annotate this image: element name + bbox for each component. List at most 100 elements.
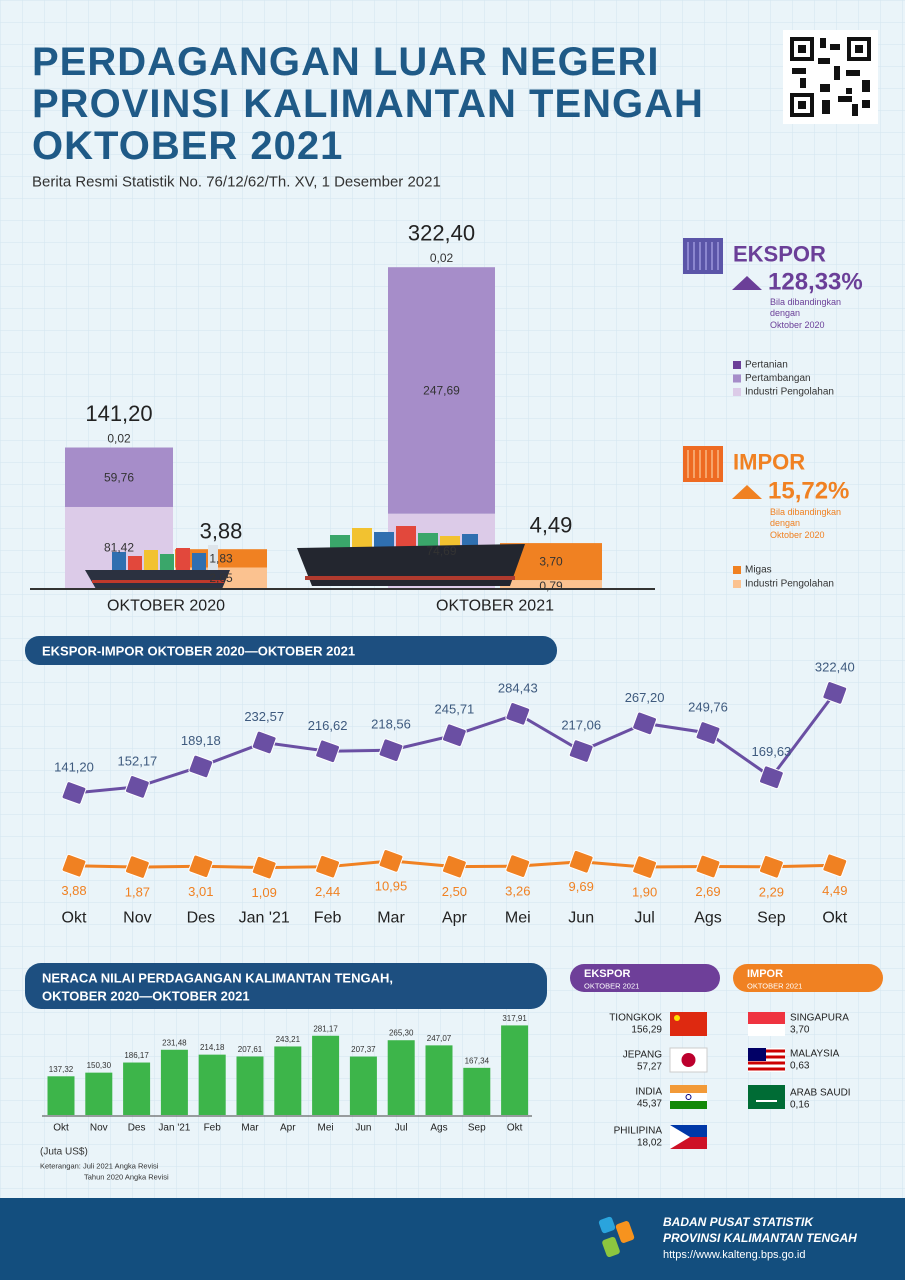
country-value: 3,70	[790, 1025, 810, 1036]
bar	[387, 1040, 415, 1115]
point-marker	[568, 849, 594, 874]
decoration	[838, 96, 852, 102]
unit-note: (Juta US$)	[40, 1147, 88, 1158]
decoration	[396, 526, 416, 548]
x-tick-label: Okt	[507, 1123, 523, 1134]
point-label: 141,20	[54, 759, 94, 774]
country-name: JEPANG	[623, 1050, 662, 1061]
bar	[160, 1049, 188, 1115]
decoration	[792, 68, 806, 74]
country-value: 0,63	[790, 1061, 810, 1072]
decoration	[846, 70, 860, 76]
flag	[674, 1015, 680, 1021]
section-banner	[25, 636, 557, 665]
decoration	[112, 552, 126, 570]
country-name: TIONGKOK	[609, 1013, 662, 1024]
decoration	[352, 528, 372, 548]
decoration	[160, 554, 174, 570]
partner-period: OKTOBER 2021	[747, 982, 802, 991]
decoration	[798, 101, 806, 109]
x-tick-label: Jul	[634, 910, 654, 927]
point-marker	[441, 854, 467, 879]
legend-label: Pertanian	[745, 360, 788, 371]
summary-note: Oktober 2020	[770, 320, 825, 330]
decoration	[800, 78, 806, 88]
footer-band	[0, 1198, 905, 1280]
container-icon	[687, 242, 719, 270]
container-icon	[683, 238, 723, 274]
country-name: MALAYSIA	[790, 1049, 840, 1060]
decoration	[846, 88, 852, 94]
flag	[670, 1101, 707, 1109]
point-label: 189,18	[181, 733, 221, 748]
point-marker	[505, 702, 531, 726]
summary-label: IMPOR	[733, 450, 805, 475]
decoration	[820, 84, 830, 92]
country-value: 45,37	[637, 1099, 662, 1110]
point-label: 245,71	[435, 702, 475, 717]
qr-code	[783, 30, 878, 124]
partner-period: OKTOBER 2021	[584, 982, 639, 991]
decoration	[208, 545, 218, 570]
flag	[748, 1012, 785, 1024]
summary-note: Oktober 2020	[770, 530, 825, 540]
decoration	[176, 548, 190, 570]
x-tick-label: Jun	[355, 1123, 371, 1134]
decoration	[820, 38, 826, 48]
decoration	[297, 544, 525, 586]
point-marker	[61, 853, 87, 878]
legend-label: Pertambangan	[745, 373, 811, 384]
remark: Keterangan: Juli 2021 Angka Revisi	[40, 1162, 159, 1171]
x-tick-label: Nov	[90, 1123, 108, 1134]
point-label: 1,87	[125, 885, 150, 900]
country-name: PHILIPINA	[614, 1126, 663, 1137]
point-label: 249,76	[688, 699, 728, 714]
point-label: 4,49	[822, 883, 847, 898]
flag	[756, 1100, 777, 1102]
point-label: 169,63	[752, 744, 792, 759]
decoration	[192, 553, 206, 570]
flag	[681, 1053, 696, 1067]
chart-title: NERACA NILAI PERDAGANGAN KALIMANTAN TENG…	[42, 971, 393, 986]
point-marker	[695, 721, 721, 745]
category-label: OKTOBER 2020	[107, 598, 225, 615]
footer-org: BADAN PUSAT STATISTIK	[663, 1215, 814, 1229]
point-label: 2,50	[442, 884, 467, 899]
segment-label: 0,02	[430, 251, 454, 265]
segment-label: 0,79	[539, 579, 563, 593]
decoration	[830, 44, 840, 50]
flag	[670, 1125, 690, 1149]
legend-swatch	[733, 361, 741, 369]
header: PERDAGANGAN LUAR NEGERI PROVINSI KALIMAN…	[32, 40, 703, 168]
point-marker	[378, 849, 404, 873]
decoration	[855, 45, 863, 53]
country-value: 0,16	[790, 1100, 810, 1111]
point-marker	[505, 854, 531, 878]
x-tick-label: Mei	[505, 910, 531, 927]
title-line: OKTOBER 2021	[32, 124, 343, 168]
point-marker	[315, 854, 341, 879]
bar	[312, 1035, 340, 1115]
point-label: 267,20	[625, 690, 665, 705]
summary-change: 15,72%	[768, 478, 849, 505]
bar	[47, 1076, 75, 1115]
point-label: 2,69	[695, 884, 720, 899]
decoration	[92, 580, 224, 583]
x-tick-label: Sep	[468, 1123, 486, 1134]
country-name: ARAB SAUDI	[790, 1088, 851, 1099]
x-tick-label: Mar	[241, 1123, 259, 1134]
footer-url: https://www.kalteng.bps.go.id	[663, 1249, 805, 1261]
point-marker	[61, 781, 87, 805]
decoration	[440, 536, 460, 548]
point-marker	[695, 854, 721, 879]
bar-label: 186,17	[124, 1051, 149, 1060]
summary-label: EKSPOR	[733, 242, 826, 267]
decoration	[602, 1236, 620, 1258]
bps-logo	[598, 1216, 635, 1258]
legend-swatch	[733, 566, 741, 574]
point-label: 1,09	[252, 885, 277, 900]
legend-swatch	[733, 580, 741, 588]
bar-label: 167,34	[465, 1056, 490, 1065]
x-tick-label: Mar	[377, 910, 405, 927]
